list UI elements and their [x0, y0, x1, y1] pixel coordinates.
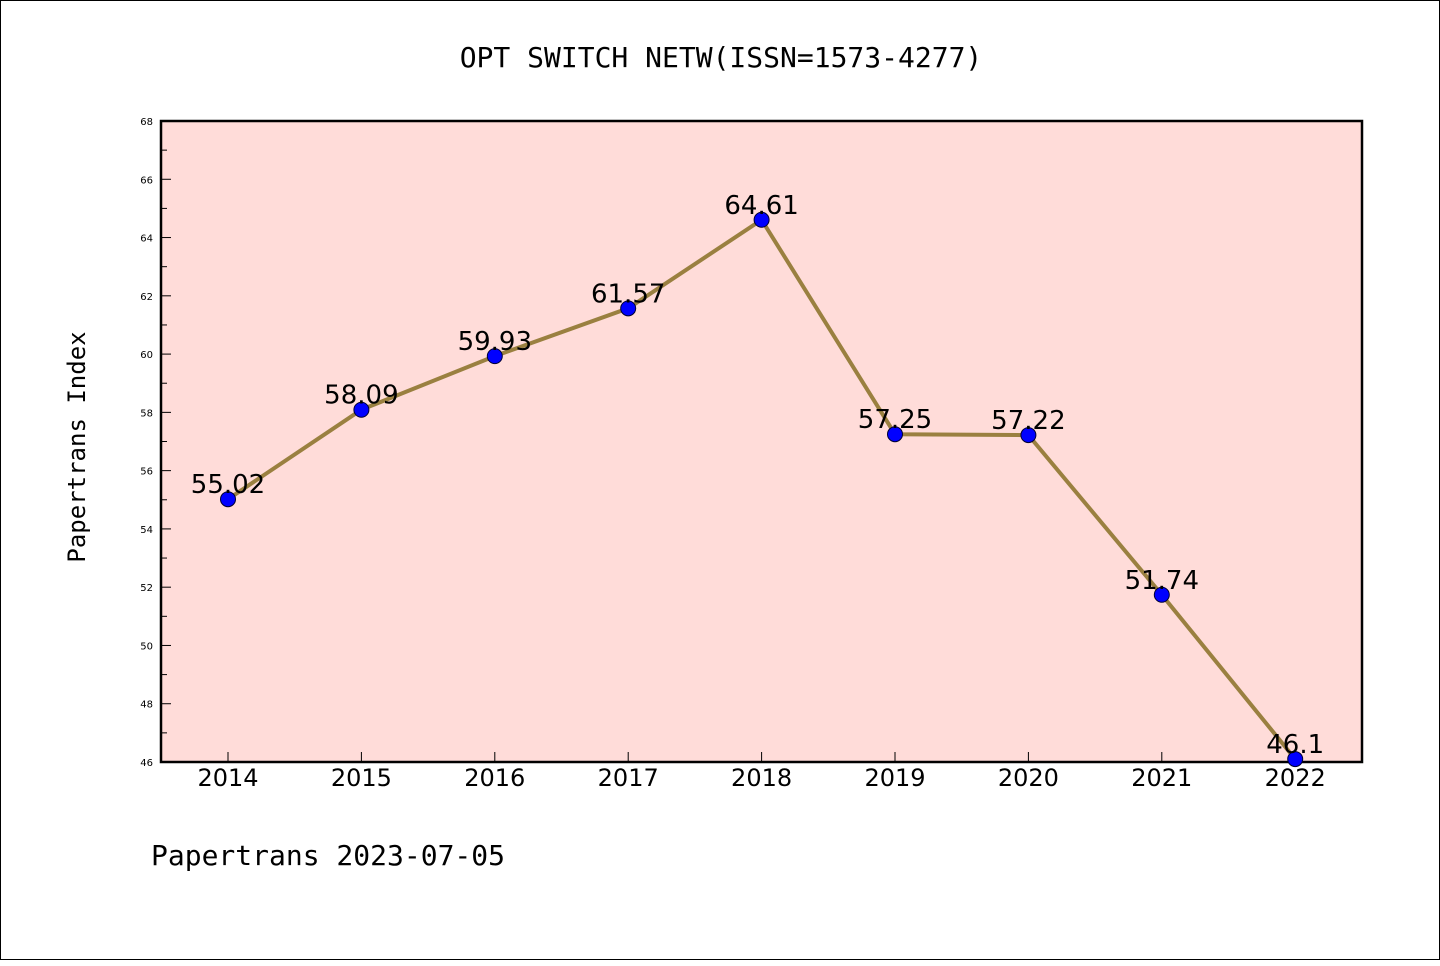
- data-label: 61.57: [591, 279, 665, 309]
- data-point: [486, 348, 503, 365]
- y-tick-label: 58: [140, 408, 153, 419]
- data-point: [1153, 586, 1170, 603]
- data-label: 57.25: [858, 405, 932, 435]
- data-label: 46.1: [1266, 730, 1324, 760]
- footer-source-date: Papertrans 2023-07-05: [151, 839, 505, 872]
- data-point: [753, 211, 770, 228]
- series-markers: [220, 211, 1304, 768]
- data-label: 57.22: [991, 406, 1065, 436]
- y-tick-label: 62: [140, 292, 153, 303]
- x-tick-label: 2017: [598, 764, 659, 792]
- data-point: [620, 300, 637, 317]
- data-point: [353, 401, 370, 418]
- x-tick-label: 2021: [1131, 764, 1192, 792]
- y-tick-label: 64: [140, 234, 153, 245]
- y-tick-label: 66: [140, 175, 153, 186]
- y-tick-label: 46: [140, 758, 153, 769]
- data-labels: 55.02 58.09 59.93 61.57 64.61 57.25 57.22 51.74…: [191, 191, 1324, 760]
- data-label: 64.61: [724, 191, 798, 221]
- x-tick-label: 2014: [197, 764, 258, 792]
- x-tick-label: 2022: [1265, 764, 1326, 792]
- y-tick-label: 50: [140, 641, 153, 652]
- y-tick-label: 54: [140, 525, 153, 536]
- y-tick-label: 68: [140, 117, 153, 128]
- data-label: 58.09: [324, 381, 398, 411]
- x-tick-label: 2016: [464, 764, 525, 792]
- data-point: [1287, 751, 1304, 768]
- x-tick-label: 2015: [331, 764, 392, 792]
- y-tick-label: 48: [140, 700, 153, 711]
- x-tick-label: 2018: [731, 764, 792, 792]
- plot-area: [159, 119, 1364, 764]
- data-label: 51.74: [1125, 566, 1199, 596]
- x-axis: 2014 2015 2016 2017 2018 2019 2020 2021 2022: [197, 752, 1326, 792]
- data-point: [1020, 427, 1037, 444]
- data-point: [220, 491, 236, 508]
- data-label: 59.93: [458, 327, 532, 357]
- y-axis: 46 48 50 52 54 56 58 60 62 64 66 68: [140, 117, 171, 769]
- y-axis-label: Papertrans Index: [63, 331, 91, 562]
- y-tick-label: 56: [140, 467, 153, 478]
- data-label: 55.02: [191, 470, 265, 500]
- x-tick-label: 2019: [864, 764, 925, 792]
- chart-title: OPT SWITCH NETW(ISSN=1573-4277): [460, 41, 983, 74]
- x-tick-label: 2020: [998, 764, 1059, 792]
- y-tick-label: 60: [140, 350, 153, 361]
- y-tick-label: 52: [140, 583, 153, 594]
- data-point: [887, 426, 903, 443]
